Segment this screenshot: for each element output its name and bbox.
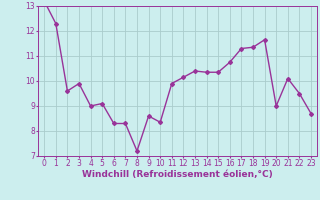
X-axis label: Windchill (Refroidissement éolien,°C): Windchill (Refroidissement éolien,°C) <box>82 170 273 179</box>
